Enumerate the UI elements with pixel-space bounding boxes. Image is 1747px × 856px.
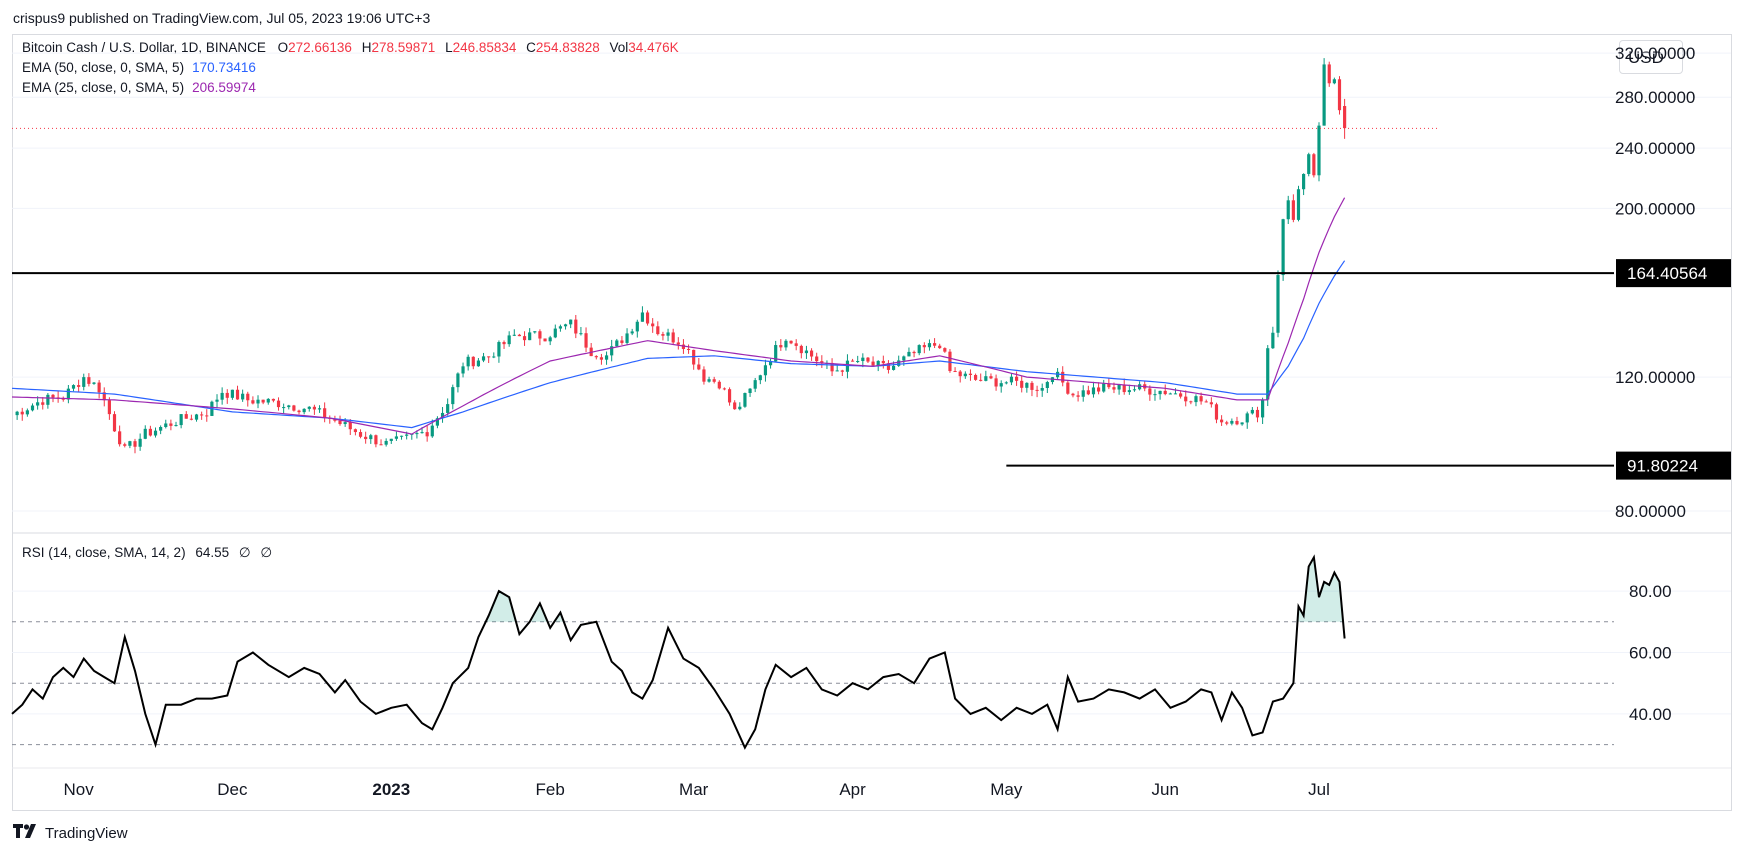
- rsi-legend[interactable]: RSI (14, close, SMA, 14, 2) 64.55 ∅ ∅: [22, 545, 272, 561]
- volume-label: Vol: [609, 40, 629, 55]
- rsi-extra-1: ∅: [238, 545, 251, 560]
- open-label: O: [277, 40, 289, 55]
- ema25-legend[interactable]: EMA (25, close, 0, SMA, 5) 206.59974: [22, 80, 256, 95]
- footer-brand[interactable]: TradingView: [45, 824, 128, 842]
- currency-button[interactable]: USD: [1619, 40, 1683, 74]
- tradingview-logo-icon[interactable]: [13, 824, 39, 842]
- volume-value: 34.476K: [628, 40, 679, 55]
- low-value: 246.85834: [452, 40, 517, 55]
- close-value: 254.83828: [535, 40, 600, 55]
- rsi-extra-2: ∅: [260, 545, 273, 560]
- symbol-legend: Bitcoin Cash / U.S. Dollar, 1D, BINANCE …: [22, 40, 679, 55]
- ema25-value: 206.59974: [192, 80, 256, 95]
- publisher-line: crispus9 published on TradingView.com, J…: [13, 10, 431, 26]
- high-value: 278.59871: [371, 40, 436, 55]
- rsi-label: RSI (14, close, SMA, 14, 2): [22, 545, 186, 560]
- open-value: 272.66136: [288, 40, 352, 55]
- footer: TradingView: [13, 824, 128, 842]
- high-label: H: [361, 40, 372, 55]
- close-label: C: [526, 40, 536, 55]
- rsi-value: 64.55: [195, 545, 230, 560]
- ema50-legend[interactable]: EMA (50, close, 0, SMA, 5) 170.73416: [22, 60, 256, 75]
- ema50-label: EMA (50, close, 0, SMA, 5): [22, 60, 185, 75]
- symbol-title[interactable]: Bitcoin Cash / U.S. Dollar, 1D, BINANCE: [22, 40, 266, 55]
- chart-frame: [12, 34, 1732, 811]
- ema50-value: 170.73416: [192, 60, 256, 75]
- ema25-label: EMA (25, close, 0, SMA, 5): [22, 80, 185, 95]
- low-label: L: [445, 40, 453, 55]
